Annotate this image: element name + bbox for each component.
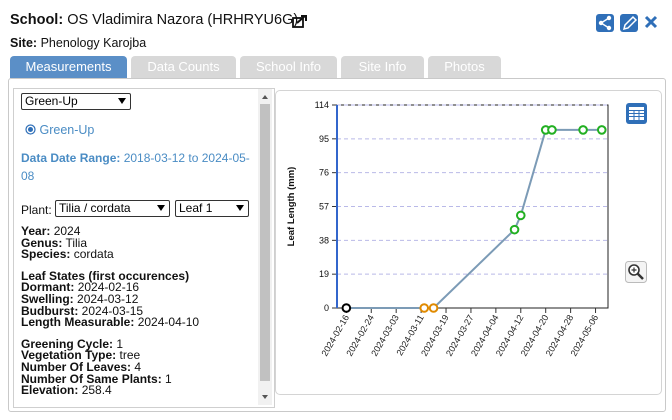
tab[interactable]: Site Info — [341, 56, 424, 78]
detail-row: Elevation: 258.4 — [21, 383, 257, 398]
data-point — [428, 303, 439, 313]
share-icon[interactable] — [596, 14, 614, 32]
left-panel — [13, 88, 275, 408]
school-name: OS Vladimira Nazora (HRHRYU6G) — [67, 12, 299, 28]
detail-label: Year: — [21, 224, 51, 238]
detail-value: 2024 — [53, 224, 81, 238]
detail-row: Number Of Leaves: 4 — [21, 360, 257, 375]
details: Year: 2024 Genus: Tilia Species: cordata Le… — [21, 224, 257, 398]
edit-icon[interactable] — [620, 14, 638, 32]
y-tick-label: 19 — [319, 269, 329, 279]
site-label: Site: — [10, 36, 38, 50]
detail-label: Number Of Leaves: — [21, 360, 132, 375]
data-point — [547, 125, 557, 135]
date-range-label: Data Date Range: — [21, 151, 121, 165]
scrollbar-thumb[interactable] — [260, 104, 270, 381]
close-icon[interactable] — [644, 15, 658, 29]
y-tick-label: 95 — [319, 134, 329, 144]
detail-value: 1 — [165, 371, 172, 386]
detail-row: Swelling: 2024-03-12 — [21, 292, 257, 307]
plant-label: Plant: — [21, 203, 52, 217]
detail-row: Budburst: 2024-03-15 — [21, 303, 257, 318]
y-axis-label: Leaf Length (mm) — [286, 167, 297, 247]
detail-label: Length Measurable: — [21, 315, 135, 330]
detail-value: 1 — [116, 336, 124, 351]
radio-button[interactable] — [25, 124, 36, 135]
detail-value: 2024-03-15 — [81, 303, 144, 318]
detail-value: 258.4 — [81, 383, 112, 398]
detail-label: Leaf States (first occurences) — [21, 268, 190, 283]
plant-select-text: Tilia / cordata — [59, 201, 131, 215]
data-point — [596, 125, 607, 135]
detail-value: 2024-03-12 — [77, 292, 139, 307]
detail-row: Dormant: 2024-02-16 — [21, 280, 257, 295]
detail-label: Budburst: — [21, 303, 79, 318]
table-icon[interactable] — [625, 102, 649, 126]
detail-row: Genus: Tilia — [21, 235, 257, 250]
radio-label: Green-Up — [39, 123, 95, 137]
site-line: Site: Phenology Karojba — [10, 36, 146, 50]
data-point — [578, 125, 588, 135]
detail-label: Elevation: — [21, 383, 79, 398]
tab[interactable]: Data Counts — [131, 56, 236, 78]
content-frame — [8, 78, 666, 412]
detail-row: Year: 2024 — [21, 224, 257, 238]
detail-value: 2024-02-16 — [77, 280, 140, 295]
site-name: Phenology Karojba — [40, 36, 147, 50]
detail-row: Length Measurable: 2024-04-10 — [21, 315, 257, 330]
data-point — [515, 210, 526, 221]
data-point — [419, 303, 430, 313]
y-tick-label: 38 — [319, 235, 329, 245]
date-range: Data Date Range: 2018-03-12 to 2024-05-0… — [21, 149, 261, 185]
scroll-arrows — [262, 95, 268, 399]
data-point — [509, 224, 520, 235]
detail-row: Vegetation Type: tree — [21, 348, 257, 363]
y-tick-label: 114 — [315, 100, 329, 110]
school-line: School: OS Vladimira Nazora (HRHRYU6G) — [10, 12, 298, 28]
detail-row: Species: cordata — [21, 247, 257, 262]
leaf-select-text: Leaf 1 — [179, 201, 213, 215]
detail-label: Greening Cycle: — [21, 336, 114, 351]
detail-label: Species: — [21, 247, 71, 262]
detail-value: 2024-04-10 — [137, 315, 200, 330]
school-label: School: — [10, 12, 64, 28]
detail-row: Leaf States (first occurences) — [21, 268, 257, 283]
data-point — [341, 303, 352, 313]
open-icon[interactable] — [292, 14, 308, 28]
detail-row: Greening Cycle: 1 — [21, 336, 257, 351]
header-icons — [596, 14, 658, 32]
protocol-select-text: Green-Up — [25, 94, 78, 108]
detail-label: Number Of Same Plants: — [21, 371, 162, 386]
y-tick-label: 0 — [324, 303, 329, 313]
detail-value: tree — [119, 348, 141, 363]
detail-value: 4 — [134, 360, 142, 375]
detail-label: Dormant: — [21, 280, 75, 295]
zoom-icon[interactable] — [625, 261, 647, 283]
detail-label: Genus: — [21, 235, 63, 250]
y-tick-label: 57 — [319, 202, 329, 212]
chart-frame — [275, 90, 662, 395]
tab[interactable]: School Info — [240, 56, 337, 78]
leaf-select[interactable]: Leaf 1 — [175, 200, 249, 217]
tab[interactable]: Photos — [428, 56, 501, 78]
detail-label: Swelling: — [21, 292, 74, 307]
detail-label: Vegetation Type: — [21, 348, 117, 363]
y-tick-label: 76 — [319, 168, 329, 178]
protocol-radio[interactable]: Green-Up — [25, 123, 94, 137]
detail-row: Number Of Same Plants: 1 — [21, 371, 257, 386]
tab[interactable]: Measurements — [10, 56, 127, 78]
detail-value: Tilia — [65, 235, 88, 250]
detail-value: cordata — [73, 247, 114, 262]
date-range-value: 2018-03-12 to 2024-05-08 — [21, 151, 250, 183]
protocol-select[interactable]: Green-Up — [21, 93, 131, 110]
plant-select[interactable]: Tilia / cordata — [55, 200, 170, 217]
